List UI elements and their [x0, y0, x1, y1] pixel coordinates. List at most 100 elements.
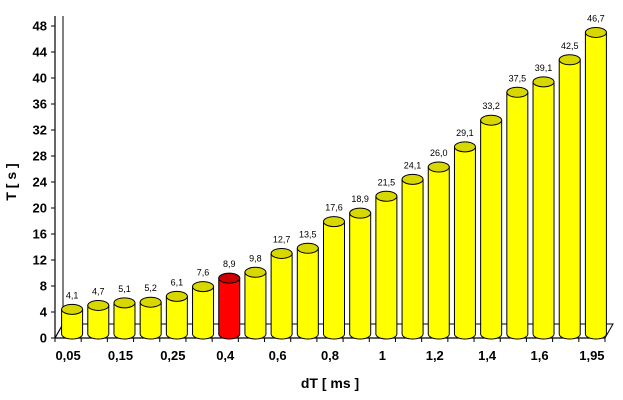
x-tick-label: 1: [379, 348, 386, 363]
x-axis-label: dT [ ms ]: [301, 375, 359, 391]
data-label: 4,1: [66, 290, 79, 300]
bar: [165, 290, 188, 340]
x-tick-label: 0,05: [55, 348, 80, 363]
x-tick-label: 0,8: [321, 348, 339, 363]
bar-top: [558, 54, 581, 66]
bar-body: [532, 81, 555, 340]
y-tick-label: 20: [33, 201, 47, 216]
data-label: 9,8: [249, 253, 262, 263]
y-tick-label: 40: [33, 71, 47, 86]
bar-body: [270, 252, 293, 340]
data-label: 18,9: [351, 194, 369, 204]
data-label: 33,2: [482, 101, 500, 111]
y-tick-label: 8: [40, 279, 47, 294]
bar: [139, 296, 162, 340]
bar-top: [506, 86, 529, 98]
data-label: 29,1: [456, 128, 474, 138]
x-tick-label: 0,4: [216, 348, 235, 363]
bar-body: [401, 178, 424, 340]
y-tick-label: 28: [33, 149, 47, 164]
bar-body: [349, 212, 372, 340]
x-tick-label: 0,15: [108, 348, 133, 363]
data-label: 39,1: [535, 63, 553, 73]
bar-body: [113, 302, 136, 340]
bars: [61, 26, 607, 340]
bar-body: [87, 304, 110, 340]
x-tick-label: 0,6: [269, 348, 287, 363]
data-label: 4,7: [92, 286, 105, 296]
bar-body: [165, 295, 188, 340]
bar: [375, 190, 398, 340]
bar: [192, 281, 215, 340]
data-label: 26,0: [430, 148, 448, 158]
bar-body: [139, 301, 162, 340]
bar-body: [61, 308, 84, 340]
bar-body: [427, 166, 450, 340]
data-label: 6,1: [171, 277, 184, 287]
bar-top: [296, 242, 319, 254]
bar-top: [349, 207, 372, 219]
bar-top: [375, 190, 398, 202]
bar: [427, 161, 450, 340]
x-tick-label: 1,4: [478, 348, 497, 363]
bar-top: [323, 216, 345, 228]
bar: [558, 54, 581, 340]
bar-top: [270, 247, 293, 259]
x-tick-label: 1,95: [579, 348, 604, 363]
bar: [584, 26, 607, 340]
y-tick-label: 0: [40, 331, 47, 346]
y-tick-label: 48: [33, 19, 47, 34]
data-label: 17,6: [325, 203, 343, 213]
data-label: 13,5: [299, 229, 317, 239]
data-labels: 4,1 4,7 5,1 5,2 6,1 7,6 8,9 9,8 12,7 13,5 17,6 18,9…: [66, 13, 605, 300]
y-tick-label: 24: [33, 175, 48, 190]
bar-body: [558, 59, 581, 340]
data-label: 12,7: [273, 234, 291, 244]
bar: [61, 303, 84, 340]
bar-body: [192, 286, 215, 340]
bar: [113, 297, 136, 340]
data-label: 5,2: [144, 283, 157, 293]
x-tick-label: 0,25: [160, 348, 185, 363]
bar-top: [427, 161, 450, 173]
bar: [87, 299, 110, 340]
bar-body: [480, 119, 503, 340]
bar-top: [532, 76, 555, 88]
data-label: 46,7: [587, 13, 605, 23]
bar-top: [61, 303, 84, 315]
bar-body: [244, 271, 267, 340]
bar: [218, 272, 241, 340]
y-tick-label: 32: [33, 123, 47, 138]
data-label: 42,5: [561, 41, 579, 51]
data-label: 7,6: [197, 268, 210, 278]
bar-body: [453, 146, 476, 340]
bar-top: [244, 266, 267, 278]
bar-top: [87, 299, 110, 311]
bar-top: [453, 141, 476, 153]
y-tick-label: 44: [33, 45, 48, 60]
bar: [323, 216, 345, 340]
bar: [270, 247, 293, 340]
bar: [532, 76, 555, 340]
bar: [506, 86, 529, 340]
bar-top: [480, 114, 503, 126]
y-tick-label: 16: [33, 227, 47, 242]
y-tick-label: 12: [33, 253, 47, 268]
bar-body: [296, 247, 319, 340]
data-label: 8,9: [223, 259, 236, 269]
bar-body: [506, 91, 529, 340]
y-axis-label: T [ s ]: [3, 163, 19, 200]
bar-top: [113, 297, 136, 309]
bar-body: [375, 195, 398, 340]
data-label: 21,5: [378, 177, 396, 187]
bar-body: [218, 277, 241, 340]
data-label: 5,1: [118, 284, 131, 294]
bar-body: [323, 221, 345, 340]
y-tick-label: 4: [40, 305, 48, 320]
bar-top: [192, 281, 215, 293]
bar: [480, 114, 503, 340]
bar: [453, 141, 476, 340]
bar: [349, 207, 372, 340]
bar-body: [584, 31, 607, 340]
